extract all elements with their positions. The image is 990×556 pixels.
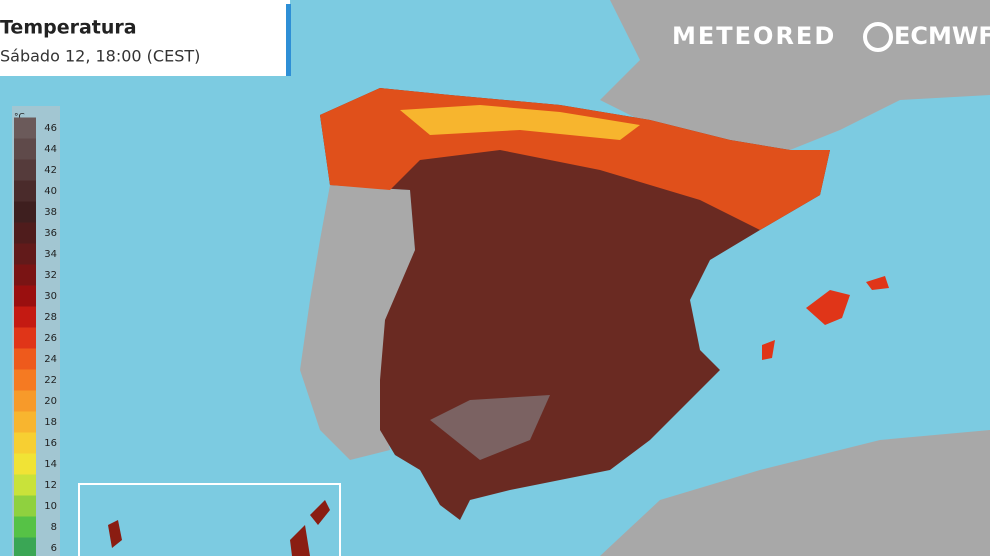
- balearic-island: [762, 340, 775, 360]
- legend-tick-label: 16: [44, 438, 57, 449]
- legend-swatch: [14, 495, 36, 517]
- legend-tick-label: 40: [44, 186, 57, 197]
- legend-tick-label: 10: [44, 501, 57, 512]
- legend-swatch: [14, 138, 36, 160]
- legend-swatch: [14, 264, 36, 286]
- legend-swatch: [14, 306, 36, 328]
- legend-swatch: [14, 117, 36, 139]
- legend-swatch: [14, 327, 36, 349]
- legend-swatch: [14, 390, 36, 412]
- legend-swatch: [14, 243, 36, 265]
- legend-swatch: [14, 411, 36, 433]
- legend-tick-label: 38: [44, 207, 57, 218]
- legend-tick-label: 36: [44, 228, 57, 239]
- legend-tick-label: 8: [51, 522, 57, 533]
- legend-tick-label: 12: [44, 480, 57, 491]
- legend-tick-label: 24: [44, 354, 57, 365]
- legend-tick-label: 28: [44, 312, 57, 323]
- legend-swatch: [14, 516, 36, 538]
- header-accent: [286, 4, 291, 76]
- canary-island: [310, 500, 330, 525]
- legend-swatch: [14, 348, 36, 370]
- legend-tick-label: 44: [44, 144, 57, 155]
- legend-swatch: [14, 453, 36, 475]
- legend-tick-label: 34: [44, 249, 57, 260]
- legend-swatch: [14, 159, 36, 181]
- legend-tick-label: 14: [44, 459, 57, 470]
- legend-tick-label: 42: [44, 165, 57, 176]
- legend-swatch: [14, 180, 36, 202]
- legend-tick-label: 6: [51, 543, 57, 554]
- legend-tick-label: 20: [44, 396, 57, 407]
- canary-island: [290, 525, 310, 556]
- legend-swatch: [14, 537, 36, 556]
- legend-tick-label: 32: [44, 270, 57, 281]
- legend-tick-label: 46: [44, 123, 57, 134]
- africa-land: [600, 430, 990, 556]
- ecmwf-icon: [863, 22, 893, 52]
- legend-swatch: [14, 201, 36, 223]
- canary-island: [108, 520, 122, 548]
- coast-cool-band: [400, 105, 640, 140]
- header-subtitle: Sábado 12, 18:00 (CEST): [0, 47, 200, 66]
- balearic-island: [866, 276, 889, 290]
- header-title: Temperatura: [0, 17, 137, 39]
- legend-swatch: [14, 222, 36, 244]
- canary-inset: [78, 483, 341, 556]
- portugal-land: [300, 185, 415, 460]
- ecmwf-logo: ECMWF: [894, 22, 990, 50]
- legend-swatch: [14, 474, 36, 496]
- legend-swatch: [14, 285, 36, 307]
- legend: °C 4644424038363432302826242220181614121…: [12, 106, 60, 556]
- hot-core: [430, 395, 550, 460]
- meteored-logo: METEORED: [672, 22, 836, 50]
- header-box: [0, 0, 290, 76]
- legend-tick-label: 18: [44, 417, 57, 428]
- legend-swatch: [14, 432, 36, 454]
- legend-tick-label: 26: [44, 333, 57, 344]
- legend-swatch: [14, 369, 36, 391]
- legend-tick-label: 22: [44, 375, 57, 386]
- balearic-island: [806, 290, 850, 325]
- legend-tick-label: 30: [44, 291, 57, 302]
